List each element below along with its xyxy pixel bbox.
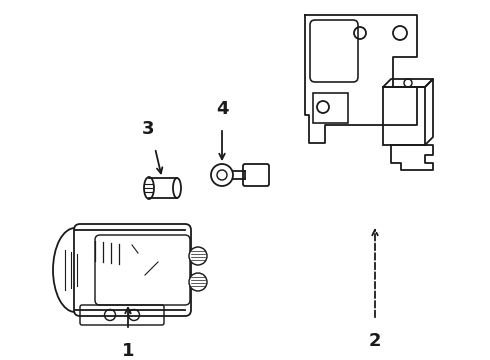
FancyBboxPatch shape bbox=[243, 164, 269, 186]
Text: 2: 2 bbox=[369, 332, 381, 350]
Text: 1: 1 bbox=[122, 342, 134, 360]
Bar bbox=[313, 93, 348, 123]
Text: 4: 4 bbox=[216, 100, 228, 118]
Circle shape bbox=[189, 273, 207, 291]
Circle shape bbox=[211, 164, 233, 186]
Circle shape bbox=[189, 247, 207, 265]
Text: 3: 3 bbox=[142, 120, 154, 138]
Ellipse shape bbox=[144, 177, 154, 199]
Bar bbox=[383, 87, 425, 145]
Ellipse shape bbox=[173, 178, 181, 198]
